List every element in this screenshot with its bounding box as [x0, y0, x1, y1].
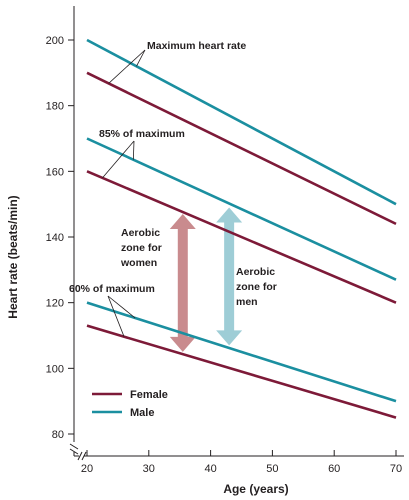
x-axis-break-mark	[77, 451, 83, 461]
y-tick-label: 200	[46, 35, 64, 47]
x-tick-label: 60	[328, 463, 340, 475]
label-60-percent: 60% of maximum	[69, 283, 155, 295]
y-tick-label: 120	[46, 298, 64, 310]
label-85-percent: 85% of maximum	[99, 128, 185, 140]
series-line-female-60	[86, 324, 397, 419]
x-tick-label: 30	[143, 463, 155, 475]
label-aerobic-zone-women: Aerobic	[121, 227, 160, 239]
axes: 80 100 120 140 160 180 200 20 30 40 50 60 70 Age (yea…	[6, 6, 404, 496]
leader-line	[136, 49, 146, 67]
leader-line	[107, 295, 136, 319]
annotations: Maximum heart rate 85% of maximum 60% of m…	[69, 40, 277, 337]
x-tick-label: 50	[266, 463, 278, 475]
y-tick-label: 80	[52, 429, 64, 441]
leader-line	[102, 140, 135, 179]
x-axis-title: Age (years)	[223, 482, 288, 496]
label-aerobic-zone-men: zone for	[236, 281, 277, 293]
x-tick-label: 40	[204, 463, 216, 475]
series-line-male-max	[86, 38, 397, 206]
y-axis-break-mark	[69, 448, 79, 455]
label-maximum-heart-rate: Maximum heart rate	[147, 40, 246, 52]
legend-label-male: Male	[130, 407, 154, 419]
y-tick-label: 180	[46, 101, 64, 113]
y-tick-label: 140	[46, 232, 64, 244]
label-aerobic-zone-women: women	[120, 257, 157, 269]
y-axis-break-mark	[69, 443, 79, 450]
label-aerobic-zone-women: zone for	[121, 242, 162, 254]
y-tick-label: 160	[46, 166, 64, 178]
leader-line	[107, 295, 125, 337]
x-tick-label: 70	[390, 463, 402, 475]
aerobic-zones	[169, 207, 243, 352]
series-line-female-max	[86, 71, 397, 226]
y-axis-title: Heart rate (beats/min)	[6, 195, 20, 318]
leader-line	[108, 49, 146, 84]
series-line-male-85	[86, 137, 397, 281]
x-tick-label: 20	[81, 463, 93, 475]
y-tick-label: 100	[46, 363, 64, 375]
aerobic-zone-arrow-women	[169, 214, 196, 352]
series-line-female-85	[86, 170, 397, 304]
label-aerobic-zone-men: men	[236, 296, 258, 308]
aerobic-zone-arrow-men	[216, 207, 243, 346]
legend: Female Male	[92, 389, 168, 419]
series-line-male-60	[86, 301, 397, 403]
label-aerobic-zone-men: Aerobic	[236, 266, 275, 278]
series-lines	[86, 38, 397, 419]
legend-label-female: Female	[130, 389, 168, 401]
leader-line	[132, 140, 135, 160]
